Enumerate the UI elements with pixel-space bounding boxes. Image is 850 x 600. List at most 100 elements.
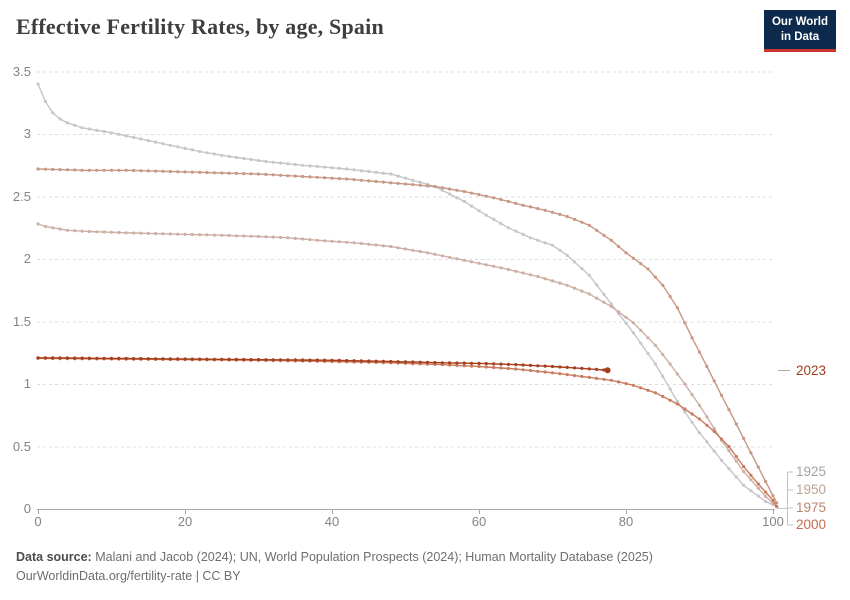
- series-dot-1950: [109, 230, 114, 234]
- series-dot-1925: [80, 126, 84, 130]
- series-dot-2023: [109, 356, 114, 360]
- series-dot-1925: [65, 121, 69, 125]
- series-dot-2023: [102, 356, 106, 360]
- series-dot-2023: [212, 357, 216, 361]
- series-dot-1950: [742, 469, 746, 474]
- series-dot-1975: [227, 171, 231, 175]
- series-dot-1950: [712, 427, 716, 431]
- series-dot-2023: [87, 356, 91, 360]
- data-source-label: Data source:: [16, 550, 92, 564]
- series-dot-2023: [227, 357, 231, 361]
- logo-line-2: in Data: [780, 30, 820, 43]
- series-dot-1975: [470, 191, 474, 195]
- series-dot-1950: [389, 244, 393, 249]
- series-label-2023[interactable]: 2023: [796, 363, 827, 378]
- series-dot-1950: [528, 273, 533, 277]
- series-dot-2023: [168, 357, 172, 361]
- series-dot-2000: [675, 402, 680, 406]
- series-dot-1925: [521, 232, 525, 236]
- series-dot-1975: [389, 181, 393, 185]
- series-dot-1950: [749, 478, 753, 482]
- series-dot-1925: [95, 128, 99, 132]
- series-dot-1975: [190, 170, 194, 174]
- series-dot-1975: [690, 336, 694, 340]
- series-dot-1975: [448, 187, 452, 191]
- series-dot-1950: [536, 274, 540, 279]
- series-dot-2023: [425, 360, 430, 364]
- series-dot-1925: [609, 302, 613, 306]
- series-dot-1925: [168, 143, 172, 147]
- series-dot-2023: [389, 359, 393, 364]
- series-label-1975[interactable]: 1975: [796, 500, 827, 515]
- series-dot-2023: [124, 356, 128, 361]
- series-dot-2023: [359, 359, 363, 363]
- owid-logo[interactable]: Our World in Data: [763, 10, 836, 52]
- series-dot-1925: [132, 135, 136, 139]
- series-dot-1975: [587, 223, 591, 227]
- series-dot-1950: [587, 292, 591, 296]
- series-dot-1925: [764, 499, 768, 504]
- series-dot-1975: [161, 169, 165, 173]
- series-line-1925: [37, 83, 777, 508]
- series-dot-1975: [653, 275, 658, 279]
- series-dot-2023: [146, 357, 150, 361]
- series-label-1925[interactable]: 1925: [796, 464, 827, 479]
- series-dot-2023: [176, 357, 180, 361]
- y-tick-label: 2.5: [12, 188, 31, 204]
- series-dot-1975: [558, 212, 562, 216]
- series-dot-1975: [359, 178, 363, 182]
- series-dot-1975: [220, 171, 224, 175]
- series-dot-1925: [293, 162, 297, 167]
- series-dot-1925: [749, 489, 753, 493]
- series-dot-1950: [227, 233, 231, 238]
- series-dot-2023: [470, 361, 474, 365]
- series-dot-1950: [198, 233, 202, 237]
- series-dot-2000: [455, 363, 459, 367]
- series-dot-1950: [470, 260, 474, 264]
- series-dot-1925: [734, 475, 738, 479]
- series-dot-1925: [367, 169, 371, 174]
- series-dot-2000: [749, 473, 753, 477]
- series-dot-1925: [161, 142, 165, 146]
- series-dot-1925: [661, 374, 665, 379]
- series-dot-2023: [352, 359, 356, 363]
- series-dot-1950: [756, 486, 760, 490]
- series-line-1975: [37, 168, 778, 504]
- series-dot-1925: [249, 157, 253, 162]
- series-dot-1975: [462, 189, 466, 194]
- series-dot-2023: [154, 357, 158, 361]
- citation-line[interactable]: OurWorldinData.org/fertility-rate | CC B…: [16, 569, 241, 583]
- series-dot-1975: [65, 168, 69, 172]
- series-dot-1950: [550, 279, 555, 283]
- series-dot-2000: [727, 444, 731, 449]
- series-label-1950[interactable]: 1950: [796, 482, 827, 497]
- series-dot-1950: [323, 239, 327, 243]
- series-dot-1975: [477, 193, 481, 197]
- series-dot-1975: [154, 169, 158, 173]
- series-dot-2000: [705, 423, 709, 427]
- series-dot-2023: [499, 362, 503, 366]
- series-label-2000[interactable]: 2000: [796, 517, 827, 532]
- series-dot-1950: [609, 304, 613, 309]
- series-dot-2000: [499, 366, 503, 370]
- series-dot-2000: [646, 388, 650, 392]
- series-dot-1950: [264, 235, 268, 239]
- series-dot-2023: [462, 361, 466, 365]
- series-dot-2023: [242, 357, 246, 362]
- series-dot-2023: [183, 357, 187, 361]
- series-dot-1975: [543, 208, 547, 212]
- series-dot-2000: [734, 454, 738, 459]
- series-dot-1975: [286, 174, 290, 178]
- series-dot-1950: [271, 235, 275, 239]
- series-dot-1975: [734, 422, 738, 426]
- series-dot-1925: [51, 111, 55, 115]
- series-dot-1950: [521, 271, 525, 275]
- series-dot-1950: [381, 244, 385, 248]
- series-dot-1925: [345, 167, 349, 171]
- series-dot-1950: [448, 255, 452, 259]
- series-dot-2000: [639, 386, 643, 390]
- series-dot-1925: [727, 467, 731, 471]
- series-dot-1925: [396, 174, 400, 178]
- y-tick-label: 0: [23, 501, 31, 516]
- series-dot-1975: [381, 180, 385, 184]
